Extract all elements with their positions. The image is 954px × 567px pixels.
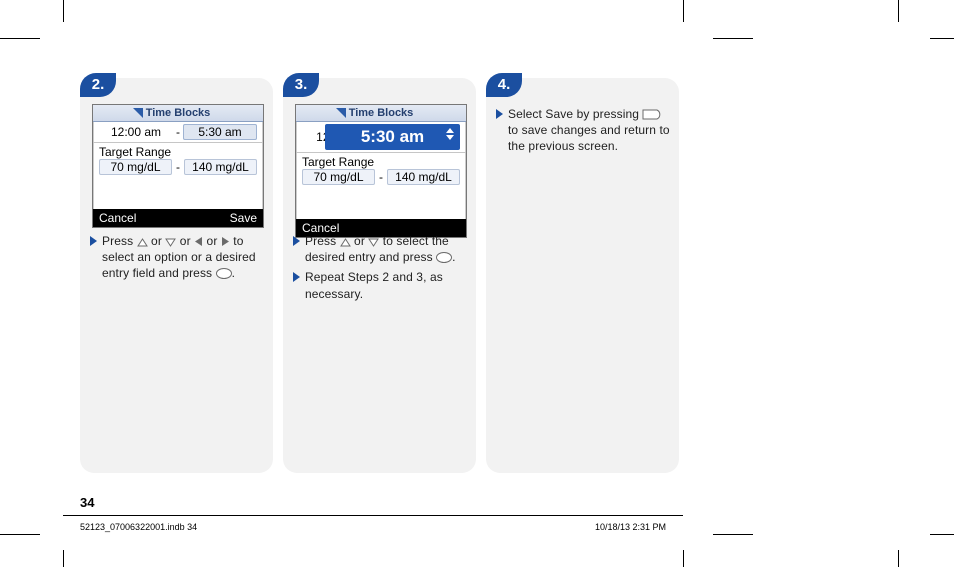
time-row: 12: 5:30 am [296, 122, 466, 152]
footer-rule [63, 515, 683, 516]
time-to-value: 5:30 am [361, 127, 424, 146]
arrow-down-icon [368, 238, 379, 247]
range-sep: - [375, 170, 387, 184]
ok-button-icon [216, 268, 232, 279]
range-label: Target Range [93, 142, 263, 159]
step-badge: 4. [486, 73, 522, 97]
arrow-right-icon [221, 236, 230, 247]
instruction-text: Press or to select the desired entry and… [305, 233, 468, 265]
step-badge: 3. [283, 73, 319, 97]
range-high: 140 mg/dL [387, 169, 460, 185]
instruction-text: Repeat Steps 2 and 3, as necessary. [305, 269, 468, 301]
range-label: Target Range [296, 152, 466, 169]
crop-mark [713, 534, 753, 535]
instruction-text: Select Save by pressing to save changes … [508, 106, 671, 155]
range-row: 70 mg/dL - 140 mg/dL [93, 159, 263, 179]
step-card-3: 3. Time Blocks 12: 5:30 am Target Range … [283, 78, 476, 473]
time-from: 12:00 am [99, 125, 173, 139]
instructions: Select Save by pressing to save changes … [496, 106, 671, 159]
device-title: Time Blocks [296, 105, 466, 122]
arrow-down-icon [165, 238, 176, 247]
time-to-editing: 5:30 am [325, 124, 460, 150]
softkey-left: Cancel [93, 209, 178, 227]
updown-icon [446, 128, 454, 140]
range-row: 70 mg/dL - 140 mg/dL [296, 169, 466, 189]
softkey-bar: Cancel Save [93, 209, 263, 227]
softkey-right: Save [178, 209, 263, 227]
bullet-arrow-icon [90, 236, 98, 248]
time-row: 12:00 am - 5:30 am [93, 122, 263, 142]
instruction-bullet: Select Save by pressing to save changes … [496, 106, 671, 155]
softkey-right-icon [642, 109, 664, 120]
range-low: 70 mg/dL [99, 159, 172, 175]
step-card-2: 2. Time Blocks 12:00 am - 5:30 am Target… [80, 78, 273, 473]
time-to-selected: 5:30 am [183, 124, 257, 140]
instruction-bullet: Repeat Steps 2 and 3, as necessary. [293, 269, 468, 301]
instruction-bullet: Press or to select the desired entry and… [293, 233, 468, 265]
footer-filename: 52123_07006322001.indb 34 [80, 522, 197, 532]
range-low: 70 mg/dL [302, 169, 375, 185]
crop-mark [63, 0, 64, 22]
arrow-left-icon [194, 236, 203, 247]
crop-mark [898, 550, 899, 567]
crop-mark [63, 550, 64, 567]
bullet-arrow-icon [496, 109, 504, 121]
device-screenshot: Time Blocks 12: 5:30 am Target Range 70 … [295, 104, 467, 238]
crop-mark [683, 550, 684, 567]
instructions: Press or or or to select an option or a … [90, 233, 265, 286]
crop-mark [898, 0, 899, 22]
bullet-arrow-icon [293, 272, 301, 284]
instruction-text: Press or or or to select an option or a … [102, 233, 265, 282]
crop-mark [713, 38, 753, 39]
crop-mark [683, 0, 684, 22]
device-screenshot: Time Blocks 12:00 am - 5:30 am Target Ra… [92, 104, 264, 228]
time-sep: - [173, 125, 183, 139]
footer-datetime: 10/18/13 2:31 PM [595, 522, 666, 532]
page-number: 34 [80, 495, 94, 510]
crop-mark [0, 38, 40, 39]
page-content: 2. Time Blocks 12:00 am - 5:30 am Target… [80, 78, 680, 473]
crop-mark [930, 534, 954, 535]
crop-mark [0, 534, 40, 535]
device-title: Time Blocks [93, 105, 263, 122]
instruction-bullet: Press or or or to select an option or a … [90, 233, 265, 282]
ok-button-icon [436, 252, 452, 263]
step-card-4: 4. Select Save by pressing to save chang… [486, 78, 679, 473]
crop-mark [930, 38, 954, 39]
step-columns: 2. Time Blocks 12:00 am - 5:30 am Target… [80, 78, 680, 473]
arrow-up-icon [137, 238, 148, 247]
range-sep: - [172, 160, 184, 174]
arrow-up-icon [340, 238, 351, 247]
bullet-arrow-icon [293, 236, 301, 248]
instructions: Press or to select the desired entry and… [293, 233, 468, 306]
range-high: 140 mg/dL [184, 159, 257, 175]
step-badge: 2. [80, 73, 116, 97]
